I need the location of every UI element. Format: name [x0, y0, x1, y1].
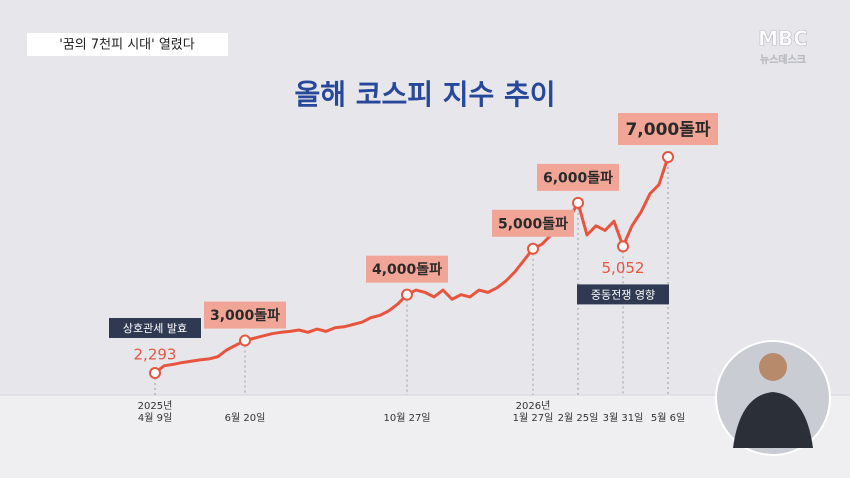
chart-layer: 2,293 상호관세 발효 3,000돌파 4,000돌파 5,000돌파 6,000돌파…: [109, 113, 718, 395]
interpreter-head: [759, 353, 787, 381]
point-marker: [617, 240, 629, 253]
banner: '꿈의 7천피 시대' 열렸다: [59, 38, 194, 53]
milestone-box: [492, 209, 574, 237]
logo: MBC: [758, 27, 808, 51]
event-label: 상호관세 발효: [123, 322, 187, 335]
event-label: 중동전쟁 영향: [591, 288, 655, 301]
x-tick-label: 2025년 4월 9일: [137, 401, 173, 424]
chart-title: 올해 코스피 지수 추이: [294, 78, 555, 111]
x-tick-label: 3월 31일: [602, 413, 644, 424]
value-label: 5,052: [602, 259, 645, 277]
milestone-label: 6,000돌파: [543, 170, 613, 186]
milestone-label: 7,000돌파: [625, 120, 710, 140]
milestone-label: 4,000돌파: [372, 262, 442, 278]
x-tick-label: 2월 25일: [557, 413, 599, 424]
point-marker: [527, 242, 539, 255]
milestone-box: [537, 163, 619, 191]
point-marker: [149, 367, 161, 379]
banner-box: [27, 33, 228, 56]
value-label: 2,293: [134, 346, 177, 364]
point-marker: [662, 151, 674, 163]
axis-band: [0, 395, 850, 478]
x-tick-label: 10월 27일: [383, 413, 431, 424]
x-tick-label: 6월 20일: [224, 413, 266, 424]
x-tick-label: 5월 6일: [650, 413, 686, 424]
milestone-label: 3,000돌파: [210, 308, 280, 324]
milestone-box: [204, 301, 286, 329]
x-tick-label: 2026년 1월 27일: [512, 401, 554, 424]
interpreter: [715, 340, 831, 456]
point-marker: [572, 196, 584, 209]
milestone-box: [618, 113, 718, 145]
logo-sub: 뉴스데스크: [760, 53, 806, 66]
milestone-label: 5,000돌파: [498, 216, 568, 232]
event-box: [577, 284, 669, 305]
point-marker: [239, 334, 251, 347]
point-marker: [401, 288, 413, 301]
interpreter-body: [733, 392, 813, 448]
milestone-box: [366, 255, 448, 283]
event-box: [109, 318, 201, 338]
